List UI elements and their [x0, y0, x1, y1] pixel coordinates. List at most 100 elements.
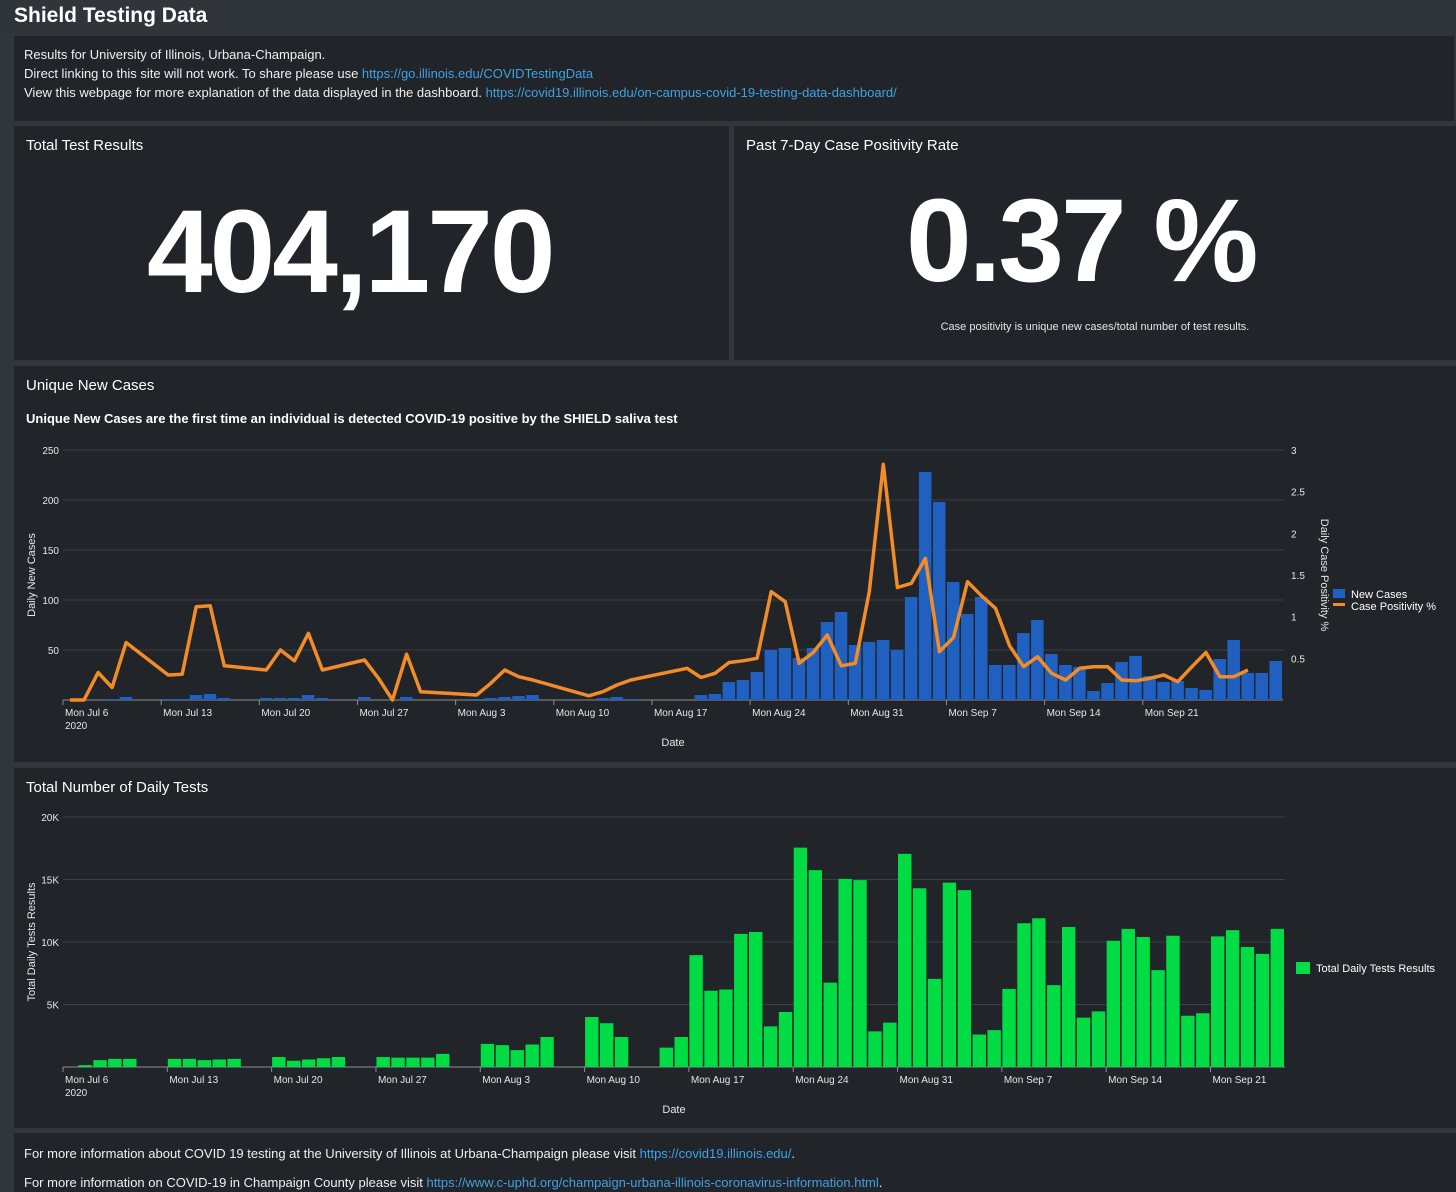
y2-tick-label: 3 — [1291, 446, 1297, 457]
x-tick-year: 2020 — [65, 721, 88, 732]
bar — [436, 1053, 450, 1067]
positivity-line — [70, 462, 1249, 702]
bar — [391, 1057, 405, 1067]
bar — [918, 472, 932, 700]
bar — [1031, 620, 1044, 700]
info-line-1: Results for University of Illinois, Urba… — [24, 47, 326, 62]
bar — [1003, 665, 1016, 700]
x-tick-label: Mon Aug 17 — [691, 1075, 745, 1086]
bar — [778, 1012, 793, 1067]
bar — [315, 698, 329, 700]
bar — [1255, 673, 1268, 700]
bar — [987, 1030, 1001, 1067]
y-tick-label: 20K — [41, 813, 59, 824]
legend-swatch-total-tests — [1296, 962, 1310, 974]
info-line-2: Direct linking to this site will not wor… — [24, 66, 593, 81]
y2-tick-label: 2.5 — [1291, 488, 1305, 499]
bar — [674, 1037, 688, 1067]
panel-title: Total Number of Daily Tests — [26, 779, 209, 796]
bar — [932, 502, 946, 700]
bar — [610, 697, 623, 700]
x-tick-label: Mon Aug 3 — [482, 1075, 530, 1086]
bar — [1076, 1017, 1091, 1067]
x-tick-label: Mon Jul 27 — [359, 708, 408, 719]
bar — [764, 650, 778, 700]
footer-text: For more information about COVID 19 test… — [24, 1146, 640, 1161]
x-tick-label: Mon Aug 10 — [587, 1075, 641, 1086]
x-tick-label: Mon Jul 13 — [169, 1075, 218, 1086]
bar — [357, 697, 371, 700]
share-link[interactable]: https://go.illinois.edu/COVIDTestingData — [361, 66, 594, 81]
x-tick-label: Mon Jul 13 — [163, 708, 212, 719]
bar — [1061, 927, 1076, 1067]
bar — [175, 699, 189, 700]
explanation-link[interactable]: https://covid19.illinois.edu/on-campus-c… — [485, 85, 897, 100]
x-axis-label: Date — [662, 1104, 685, 1116]
bar — [853, 880, 867, 1067]
y-tick-label: 150 — [42, 546, 59, 557]
bar — [1143, 676, 1156, 700]
x-tick-label: Mon Sep 21 — [1145, 708, 1199, 719]
dashboard-header: Shield Testing Data — [0, 0, 1456, 34]
bar — [217, 698, 231, 700]
covid-site-link[interactable]: https://covid19.illinois.edu/ — [639, 1146, 792, 1161]
bar — [793, 847, 808, 1067]
bar — [470, 699, 483, 700]
bar — [883, 1022, 897, 1067]
bar — [614, 1037, 629, 1067]
bar — [792, 658, 806, 700]
bar — [1199, 690, 1212, 700]
county-info-link[interactable]: https://www.c-uphd.org/champaign-urbana-… — [426, 1175, 879, 1190]
bar — [182, 1058, 197, 1067]
bar — [287, 1060, 301, 1067]
x-tick-label: Mon Aug 24 — [795, 1075, 849, 1086]
y-tick-label: 15K — [41, 876, 59, 887]
daily-tests-panel: Total Number of Daily Tests 20K 15K 10K 5K M… — [14, 768, 1456, 1128]
bar — [93, 1060, 107, 1067]
bar — [105, 699, 119, 700]
total-test-results-value: 404,170 — [147, 186, 556, 318]
bar — [1059, 665, 1072, 700]
footer-panel: For more information about COVID 19 test… — [14, 1133, 1456, 1192]
bar — [1045, 654, 1058, 700]
y2-tick-label: 1.5 — [1291, 571, 1305, 582]
bar — [974, 597, 988, 700]
bar — [1210, 936, 1225, 1067]
bar — [1227, 640, 1240, 700]
bar — [1106, 940, 1121, 1067]
bar — [960, 614, 974, 700]
bar — [763, 1026, 778, 1067]
bar — [659, 1047, 673, 1067]
panel-title: Past 7-Day Case Positivity Rate — [746, 137, 959, 154]
info-panel: Results for University of Illinois, Urba… — [14, 36, 1454, 121]
x-tick-label: Mon Jul 20 — [261, 708, 310, 719]
footer-suffix: . — [878, 1175, 883, 1190]
y-axis-label: Total Daily Tests Results — [26, 882, 38, 1002]
bar — [1241, 673, 1254, 700]
y-tick-label: 250 — [42, 446, 59, 457]
bar — [834, 612, 848, 700]
panel-title: Total Test Results — [26, 137, 144, 154]
bar — [1270, 928, 1284, 1067]
y2-tick-label: 0.5 — [1291, 654, 1305, 665]
x-tick-label: Mon Aug 24 — [752, 708, 806, 719]
bar — [480, 1043, 495, 1067]
bar — [1225, 930, 1240, 1067]
bar — [1269, 661, 1282, 700]
bar — [736, 680, 750, 700]
x-tick-label: Mon Jul 6 — [65, 1075, 109, 1086]
bar — [331, 1057, 346, 1067]
bar — [1166, 935, 1180, 1067]
bar — [942, 882, 957, 1067]
bar — [197, 1060, 212, 1067]
bar — [927, 978, 942, 1067]
bar — [689, 955, 703, 1067]
bar — [1121, 928, 1135, 1067]
bar — [719, 989, 733, 1067]
bar — [108, 1058, 122, 1067]
bar — [421, 1057, 435, 1067]
bar — [1091, 1011, 1106, 1067]
bar — [823, 982, 837, 1067]
x-tick-year: 2020 — [65, 1088, 88, 1099]
bar — [904, 597, 918, 700]
